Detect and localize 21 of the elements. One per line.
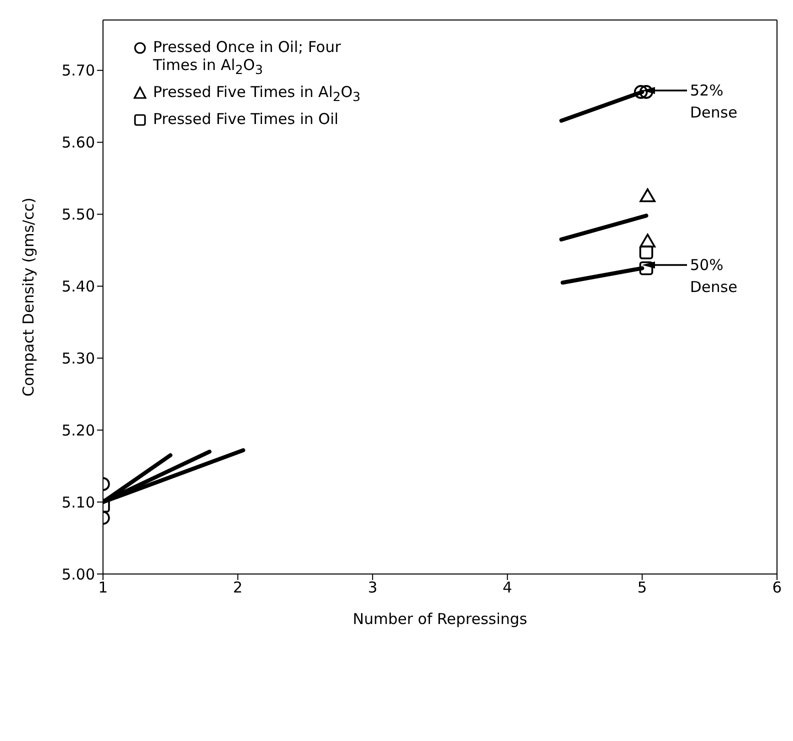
y-tick-label: 5.70 <box>62 62 95 80</box>
y-tick-label: 5.60 <box>62 134 95 152</box>
x-tick-label: 3 <box>368 578 378 597</box>
legend-label: Pressed Once in Oil; Four Times in Al$_{2}$O$_{3}$ <box>153 38 342 79</box>
legend-label: Pressed Five Times in Al$_{2}$O$_{3}$ <box>153 83 360 106</box>
y-tick-label: 5.50 <box>62 206 95 224</box>
y-tick-label: 5.10 <box>62 493 95 512</box>
y-tick-label: 5.40 <box>62 278 95 296</box>
x-axis-title: Number of Repressings <box>352 610 528 628</box>
x-tick-label: 2 <box>233 578 243 597</box>
annotation: 52% Dense <box>690 82 738 122</box>
y-tick-label: 5.20 <box>62 421 95 440</box>
x-tick-label: 6 <box>772 578 782 597</box>
y-tick-label: 5.30 <box>62 349 95 368</box>
y-axis-title: Compact Density (gms/cc) <box>19 198 38 396</box>
annotation: 50% Dense <box>690 256 738 296</box>
x-tick-label: 5 <box>637 578 647 597</box>
y-tick-label: 5.00 <box>62 565 95 584</box>
legend-label: Pressed Five Times in Oil <box>153 110 338 128</box>
x-tick-label: 1 <box>98 578 108 597</box>
x-tick-label: 4 <box>502 578 512 597</box>
